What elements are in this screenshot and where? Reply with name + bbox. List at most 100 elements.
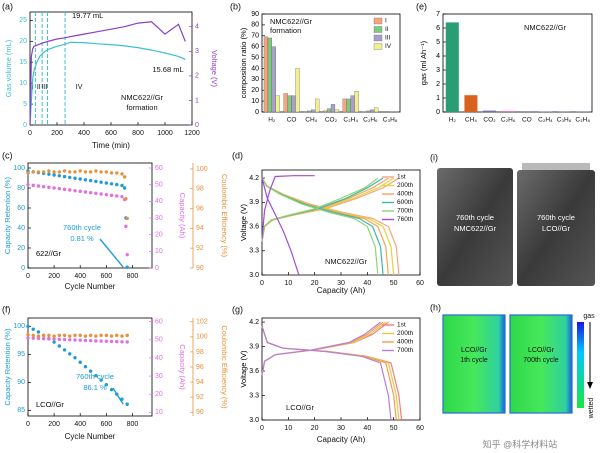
y-tick-label: 25 xyxy=(19,17,27,24)
y2-tick-label: 2 xyxy=(195,73,199,80)
data-point xyxy=(78,189,82,194)
y-tick-label: 3.6 xyxy=(249,223,259,230)
bar xyxy=(267,37,273,113)
bar xyxy=(354,91,359,113)
y-tick-label: 60 xyxy=(17,205,25,212)
x-tick-label: H₂ xyxy=(268,117,276,124)
x-tick-label: 40 xyxy=(363,425,371,432)
y2-tick-label: 4 xyxy=(195,24,199,31)
legend-label: 200th xyxy=(397,330,414,337)
data-point xyxy=(41,170,46,174)
x-tick-label: C₃H₈ xyxy=(383,117,398,124)
bar xyxy=(295,68,300,113)
y-tick-label: 3.9 xyxy=(249,343,259,350)
x-tick-label: 1000 xyxy=(157,130,173,137)
data-point xyxy=(36,184,41,188)
series-line xyxy=(261,321,400,421)
data-point xyxy=(83,190,88,194)
x-tick-label: 50 xyxy=(390,425,398,432)
scan-caption: 1th cycle xyxy=(460,357,488,364)
x-tick-label: 400 xyxy=(74,421,86,428)
data-point xyxy=(73,333,77,338)
x-tick-label: 0 xyxy=(26,273,30,280)
data-point xyxy=(83,178,88,182)
x-tick-label: 20 xyxy=(311,425,319,432)
data-point xyxy=(104,192,109,197)
legend-label: 700th xyxy=(397,347,414,354)
legend-swatch xyxy=(373,43,383,50)
y-tick-label: 85 xyxy=(17,407,25,414)
data-point xyxy=(104,181,109,185)
data-point xyxy=(73,338,77,342)
y3-tick-label: 94 xyxy=(196,379,204,386)
x-tick-label: 10 xyxy=(284,280,292,287)
y-tick-label: 90 xyxy=(251,11,259,18)
data-point xyxy=(31,333,35,338)
x-tick-label: C₂H₆ xyxy=(363,117,378,124)
data-point xyxy=(88,178,93,183)
series-line xyxy=(261,175,315,276)
scan-caption: 700th cycle xyxy=(523,357,559,364)
annotation: 760th cycle xyxy=(63,223,101,232)
data-point xyxy=(124,196,128,201)
bar xyxy=(271,46,276,113)
data-point xyxy=(73,170,77,174)
scale-label: wetted xyxy=(588,398,595,420)
bar xyxy=(330,104,336,113)
data-point xyxy=(47,169,51,173)
x-tick-label: 400 xyxy=(74,273,86,280)
data-point xyxy=(88,369,93,373)
y3-tick-label: 92 xyxy=(196,394,204,401)
x-tick-label: 20 xyxy=(311,280,319,287)
x-tick-label: 200 xyxy=(48,421,60,428)
data-point xyxy=(115,182,119,187)
legend-label: 760th xyxy=(397,216,414,223)
x-tick-label: CO₂ xyxy=(483,117,496,124)
y-tick-label: 6 xyxy=(436,25,440,32)
data-point xyxy=(62,333,67,338)
y-tick-label: 1 xyxy=(436,95,440,102)
x-tick-label: 600 xyxy=(100,421,112,428)
data-point xyxy=(47,185,51,190)
y-tick-label: 15 xyxy=(19,59,27,66)
photo-caption: 760th cycle xyxy=(537,213,575,222)
bar xyxy=(370,109,375,113)
data-point xyxy=(57,170,62,174)
annotation: 760th cycle xyxy=(76,372,114,381)
y2-tick-label: 0 xyxy=(195,122,199,129)
x-tick-label: C₂H₄ xyxy=(343,117,358,124)
y-tick-label: 20 xyxy=(251,87,259,94)
x-tick-label: 1200 xyxy=(184,130,200,137)
plot-frame xyxy=(27,162,153,269)
data-point xyxy=(120,340,124,344)
y-tick-label: 4.2 xyxy=(249,319,259,326)
legend-label: I xyxy=(385,18,387,25)
y3-tick-label: 98 xyxy=(196,349,204,356)
data-point xyxy=(52,337,56,341)
x-axis-title: Cycle Number xyxy=(65,432,116,441)
data-point xyxy=(104,333,109,338)
x-tick-label: C₃H₈ xyxy=(575,117,590,124)
y-tick-label: 3.0 xyxy=(249,417,259,424)
phase-label: III xyxy=(42,84,48,91)
y2-tick-label: 50 xyxy=(155,182,163,189)
bar xyxy=(322,110,328,113)
bar xyxy=(445,22,459,112)
x-tick-label: 0 xyxy=(260,425,264,432)
photo-caption: 760th cycle xyxy=(456,213,494,222)
x-tick-label: 800 xyxy=(132,130,144,137)
y-tick-label: 4.2 xyxy=(249,175,259,182)
y3-tick-label: 94 xyxy=(196,225,204,232)
y-axis-title: Capacity Retention (%) xyxy=(3,176,12,254)
annotation: NMC622//Gr xyxy=(524,23,567,32)
y-tick-label: 0 xyxy=(436,109,440,116)
y-tick-label: 3.3 xyxy=(249,248,259,255)
y3-tick-label: 102 xyxy=(196,319,208,326)
data-point xyxy=(57,174,62,178)
data-point xyxy=(104,382,109,387)
data-point xyxy=(73,188,77,193)
y2-axis-title: Voltage (V) xyxy=(210,50,219,88)
series-line xyxy=(29,41,186,126)
panel-label: (i) xyxy=(430,152,438,162)
